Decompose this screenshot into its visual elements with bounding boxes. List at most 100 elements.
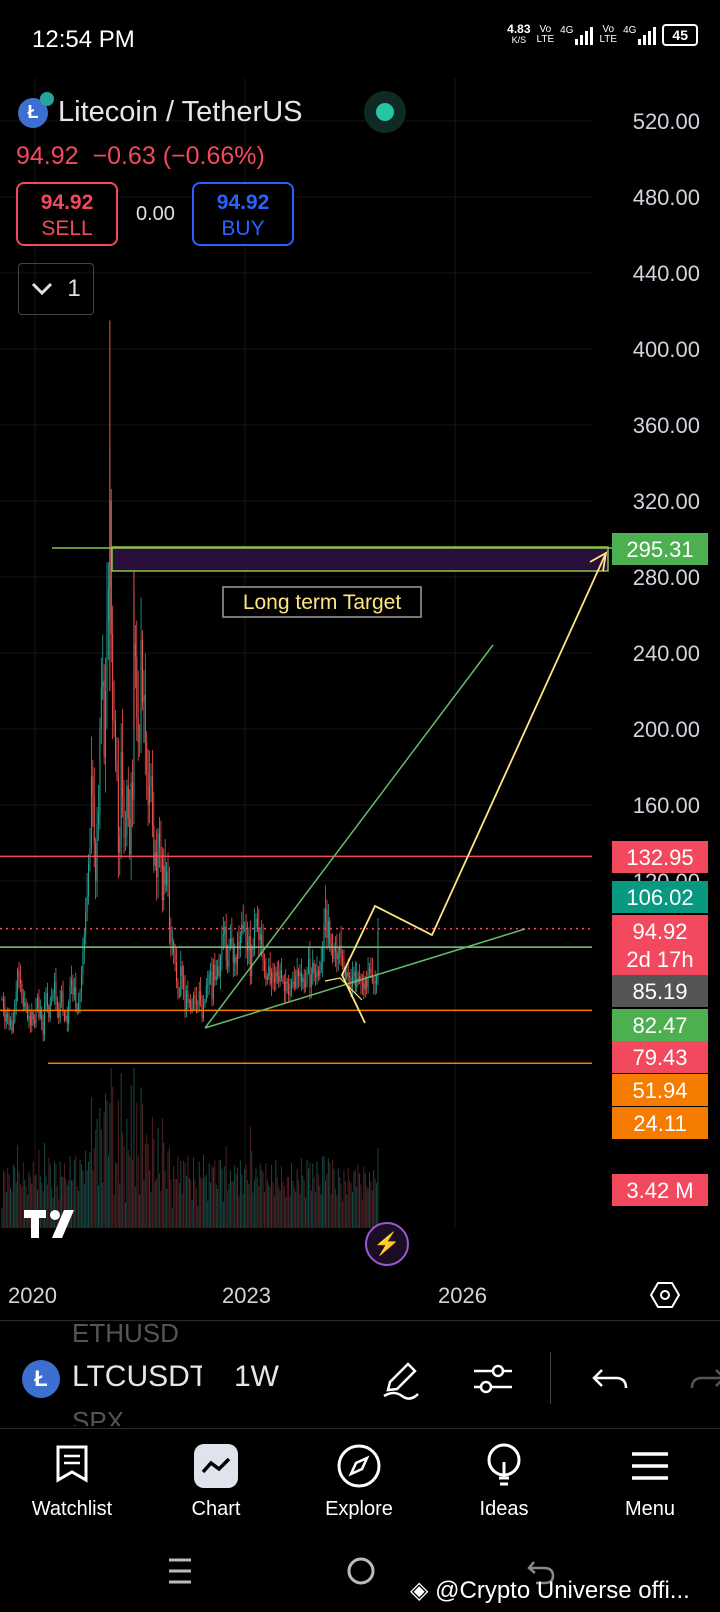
candle-body [102, 681, 104, 688]
candle-body [283, 981, 285, 992]
chart-settings-icon[interactable] [650, 1280, 680, 1310]
volume-bar [167, 1150, 169, 1228]
market-status-indicator[interactable] [364, 91, 406, 133]
volume-bar [109, 1102, 111, 1228]
price-tag [612, 975, 708, 1007]
zigzag-small [324, 977, 363, 1001]
volume-bar [357, 1164, 359, 1228]
nav-menu-label: Menu [624, 1498, 676, 1520]
chart-toolbar [0, 1320, 720, 1429]
candle-body [190, 1000, 192, 1011]
candle-body [376, 976, 378, 984]
price-axis-label: 320.00 [633, 489, 700, 514]
candle-body [293, 981, 295, 988]
litecoin-symbol-icon[interactable]: Ł [22, 1360, 60, 1398]
volume-bar [306, 1159, 308, 1228]
volume-bar [168, 1146, 170, 1228]
volume-bar [96, 1119, 98, 1228]
nav-chart[interactable]: Chart [156, 1440, 276, 1521]
candle-body [366, 979, 368, 988]
volume-bar [140, 1087, 142, 1228]
candle-body [38, 996, 40, 1018]
buy-button[interactable]: 94.92 BUY [192, 182, 294, 246]
redo-icon[interactable] [684, 1356, 720, 1402]
candle-body [65, 1015, 67, 1020]
back-icon[interactable] [526, 1556, 556, 1586]
price-axis-label: 480.00 [633, 185, 700, 210]
candle-body [22, 996, 24, 1007]
candle-body [276, 972, 278, 976]
volume-bar [254, 1179, 256, 1228]
candle-body [303, 977, 305, 988]
volume-bar [374, 1178, 376, 1228]
volume-bar [262, 1172, 264, 1228]
nav-explore[interactable]: Explore [299, 1440, 419, 1521]
volume-bar [371, 1190, 373, 1228]
volume-bar [232, 1181, 234, 1228]
candle-body [346, 972, 348, 978]
volume-bar [11, 1191, 13, 1228]
sell-button[interactable]: 94.92 SELL [16, 182, 118, 246]
binance-logo-icon: ◈ [410, 1577, 429, 1604]
recent-apps-icon[interactable] [166, 1556, 194, 1586]
home-icon[interactable] [346, 1556, 376, 1586]
candle-body [97, 814, 99, 824]
pencil-icon[interactable] [378, 1356, 424, 1402]
symbol-header[interactable]: Ł Litecoin / TetherUS [18, 91, 303, 129]
volume-bar [34, 1176, 36, 1228]
candle-body [161, 854, 163, 900]
volume-bar [225, 1146, 227, 1228]
volume-bar [285, 1197, 287, 1228]
candle-body [119, 837, 121, 853]
volume-bar [272, 1182, 274, 1228]
volume-bar [295, 1191, 297, 1228]
candle-body [95, 843, 97, 881]
volume-bar [176, 1179, 178, 1228]
volume-bar [268, 1185, 270, 1228]
volume-bar [36, 1189, 38, 1228]
nav-ideas[interactable]: Ideas [444, 1440, 564, 1521]
chart-grid [0, 78, 592, 1228]
nav-menu[interactable]: Menu [590, 1440, 710, 1521]
candle-body [93, 795, 95, 843]
volume-bar [92, 1170, 94, 1228]
volume-bar [21, 1186, 23, 1228]
price-tag-label: 94.92 [632, 919, 687, 944]
candle-body [24, 1002, 26, 1007]
candle-body [239, 936, 241, 950]
candle-body [14, 1004, 16, 1022]
candle-body [73, 987, 75, 995]
candle-body [271, 972, 273, 984]
volume-bar [361, 1199, 363, 1228]
volume-bar [249, 1126, 251, 1228]
indicators-toggle[interactable]: 1 [18, 263, 94, 315]
spread-value: 0.00 [136, 203, 175, 225]
volume-bar [153, 1138, 155, 1228]
interval-selector[interactable]: 1W [234, 1360, 279, 1393]
arrow-head-icon [589, 551, 608, 572]
sliders-icon[interactable] [470, 1356, 516, 1402]
price-chart[interactable]: Long term Target 520.00 480.00 440.00 400.0… [0, 78, 720, 1290]
symbol-selector[interactable]: LTCUSDT [72, 1360, 202, 1393]
volume-bar [302, 1175, 304, 1228]
candle-body [353, 972, 355, 976]
volume-bar [198, 1161, 200, 1228]
candle-body [228, 945, 230, 967]
volume-bar [222, 1201, 224, 1228]
zigzag-projection [341, 552, 607, 1024]
candle-body [197, 1004, 199, 1006]
candle-body [96, 824, 98, 881]
lightning-icon[interactable]: ⚡ [365, 1222, 409, 1266]
candle-body [34, 1019, 36, 1024]
volume-bar [115, 1161, 117, 1228]
volume-bar [8, 1174, 10, 1228]
volume-bar [38, 1149, 40, 1228]
candle-body [288, 983, 290, 995]
candle-body [334, 947, 336, 952]
volume-bar [185, 1176, 187, 1228]
undo-icon[interactable] [588, 1356, 634, 1402]
candle-body [116, 761, 118, 775]
nav-watchlist[interactable]: Watchlist [12, 1440, 132, 1521]
volume-bar [139, 1195, 141, 1228]
lightbulb-icon [487, 1443, 521, 1486]
